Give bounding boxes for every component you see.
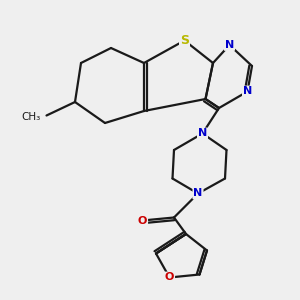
Text: CH₃: CH₃ <box>21 112 40 122</box>
Text: N: N <box>194 188 202 199</box>
Text: N: N <box>225 40 234 50</box>
Text: N: N <box>243 86 252 97</box>
Text: S: S <box>180 34 189 47</box>
Text: O: O <box>138 215 147 226</box>
Text: N: N <box>198 128 207 139</box>
Text: O: O <box>165 272 174 283</box>
